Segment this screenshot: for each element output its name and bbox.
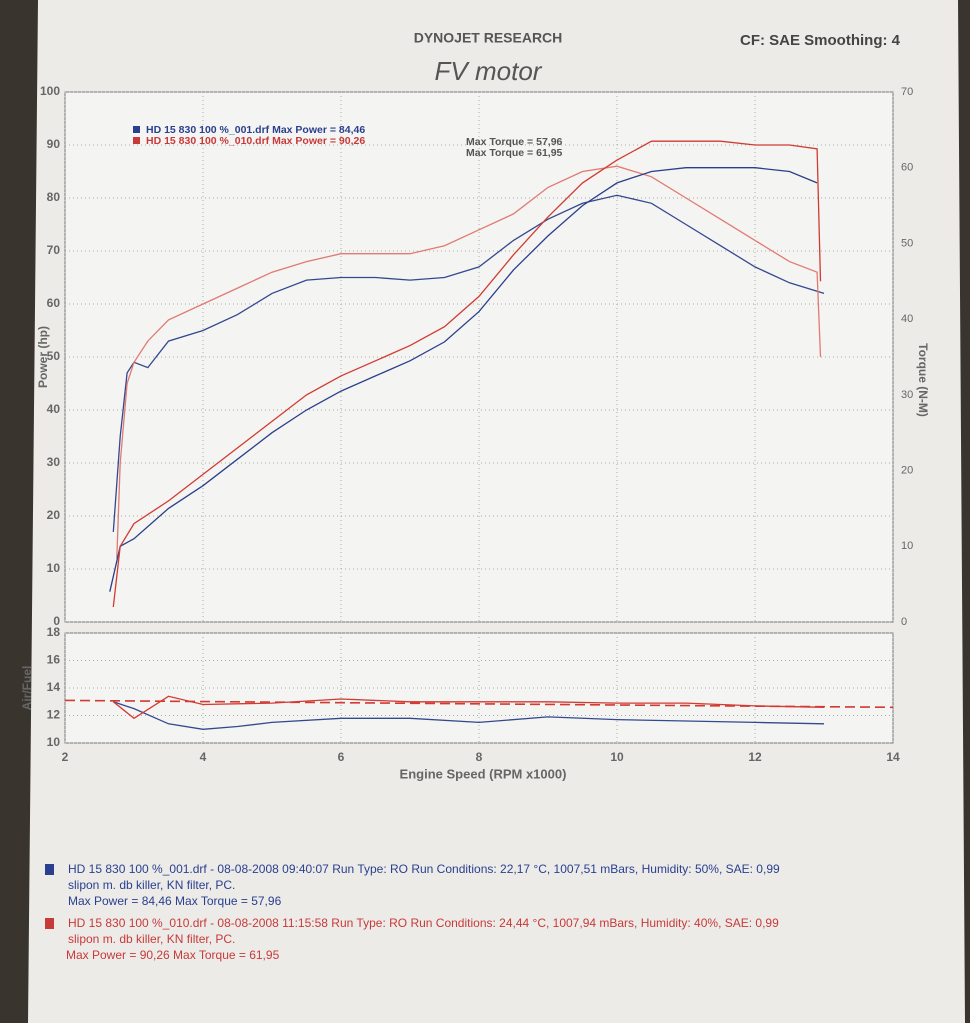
series-line [112,695,825,720]
y2-tick-label: 60 [901,162,913,174]
y-tick-label: 70 [47,243,61,257]
y2-tick-label: 20 [901,464,913,476]
y-tick-label: 80 [47,190,61,204]
brand: DYNOJET RESEARCH [414,30,563,46]
y-tick-label: 0 [53,614,60,628]
note-line: slipon m. db killer, KN filter, PC. [68,878,235,892]
settings: CF: SAE Smoothing: 4 [740,32,901,49]
plot-frame [64,632,894,744]
note-line: Max Power = 84,46 Max Torque = 57,96 [68,894,282,908]
annotation: Max Torque = 57,96 [466,136,563,148]
y-tick-label: 90 [47,137,61,151]
annotation: HD 15 830 100 %_010.drf Max Power = 90,2… [146,135,365,147]
y-axis-label: Air/Fuel [20,666,34,711]
note-line: Max Power = 90,26 Max Torque = 61,95 [66,948,280,962]
note-line: HD 15 830 100 %_010.drf - 08-08-2008 11:… [68,916,779,930]
annotation: Max Torque = 61,95 [466,147,563,159]
x-axis-label: Engine Speed (RPM x1000) [400,766,567,781]
y2-tick-label: 30 [901,389,913,401]
series-line [112,140,822,607]
y-tick-label: 30 [47,455,61,469]
y2-tick-label: 40 [901,313,913,325]
y-tick-label: 20 [47,508,61,522]
annotation: HD 15 830 100 %_001.drf Max Power = 84,4… [146,124,365,136]
chart-title: FV motor [435,56,543,86]
y-tick-label: 100 [40,84,60,98]
series-line [64,699,894,709]
y-tick-label: 12 [47,708,61,722]
y2-tick-label: 0 [901,616,907,628]
legend-swatch [45,864,54,875]
y-tick-label: 18 [47,625,61,639]
y-tick-label: 16 [47,653,61,667]
note-line: slipon m. db killer, KN filter, PC. [68,932,235,946]
y2-tick-label: 70 [901,86,913,98]
x-tick-label: 6 [338,750,345,764]
series-line [109,167,818,592]
legend-swatch [133,137,140,144]
y2-tick-label: 50 [901,237,913,249]
x-tick-label: 8 [476,750,483,764]
y2-axis-label: Torque (N-M) [916,343,930,417]
x-tick-label: 2 [62,750,69,764]
legend-swatch [45,918,54,929]
y-axis-label: Power (hp) [36,326,50,388]
y2-tick-label: 10 [901,540,913,552]
series-line [113,701,825,730]
x-tick-label: 14 [886,750,900,764]
y-tick-label: 50 [47,349,61,363]
y-tick-label: 10 [47,735,61,749]
series-line [112,194,825,532]
x-tick-label: 4 [200,750,207,764]
note-line: HD 15 830 100 %_001.drf - 08-08-2008 09:… [68,862,780,876]
y-tick-label: 14 [47,680,61,694]
series-line [116,165,822,559]
legend-swatch [133,126,140,133]
y-tick-label: 40 [47,402,61,416]
y-tick-label: 10 [47,561,61,575]
x-tick-label: 12 [748,750,762,764]
y-tick-label: 60 [47,296,61,310]
x-tick-label: 10 [610,750,624,764]
